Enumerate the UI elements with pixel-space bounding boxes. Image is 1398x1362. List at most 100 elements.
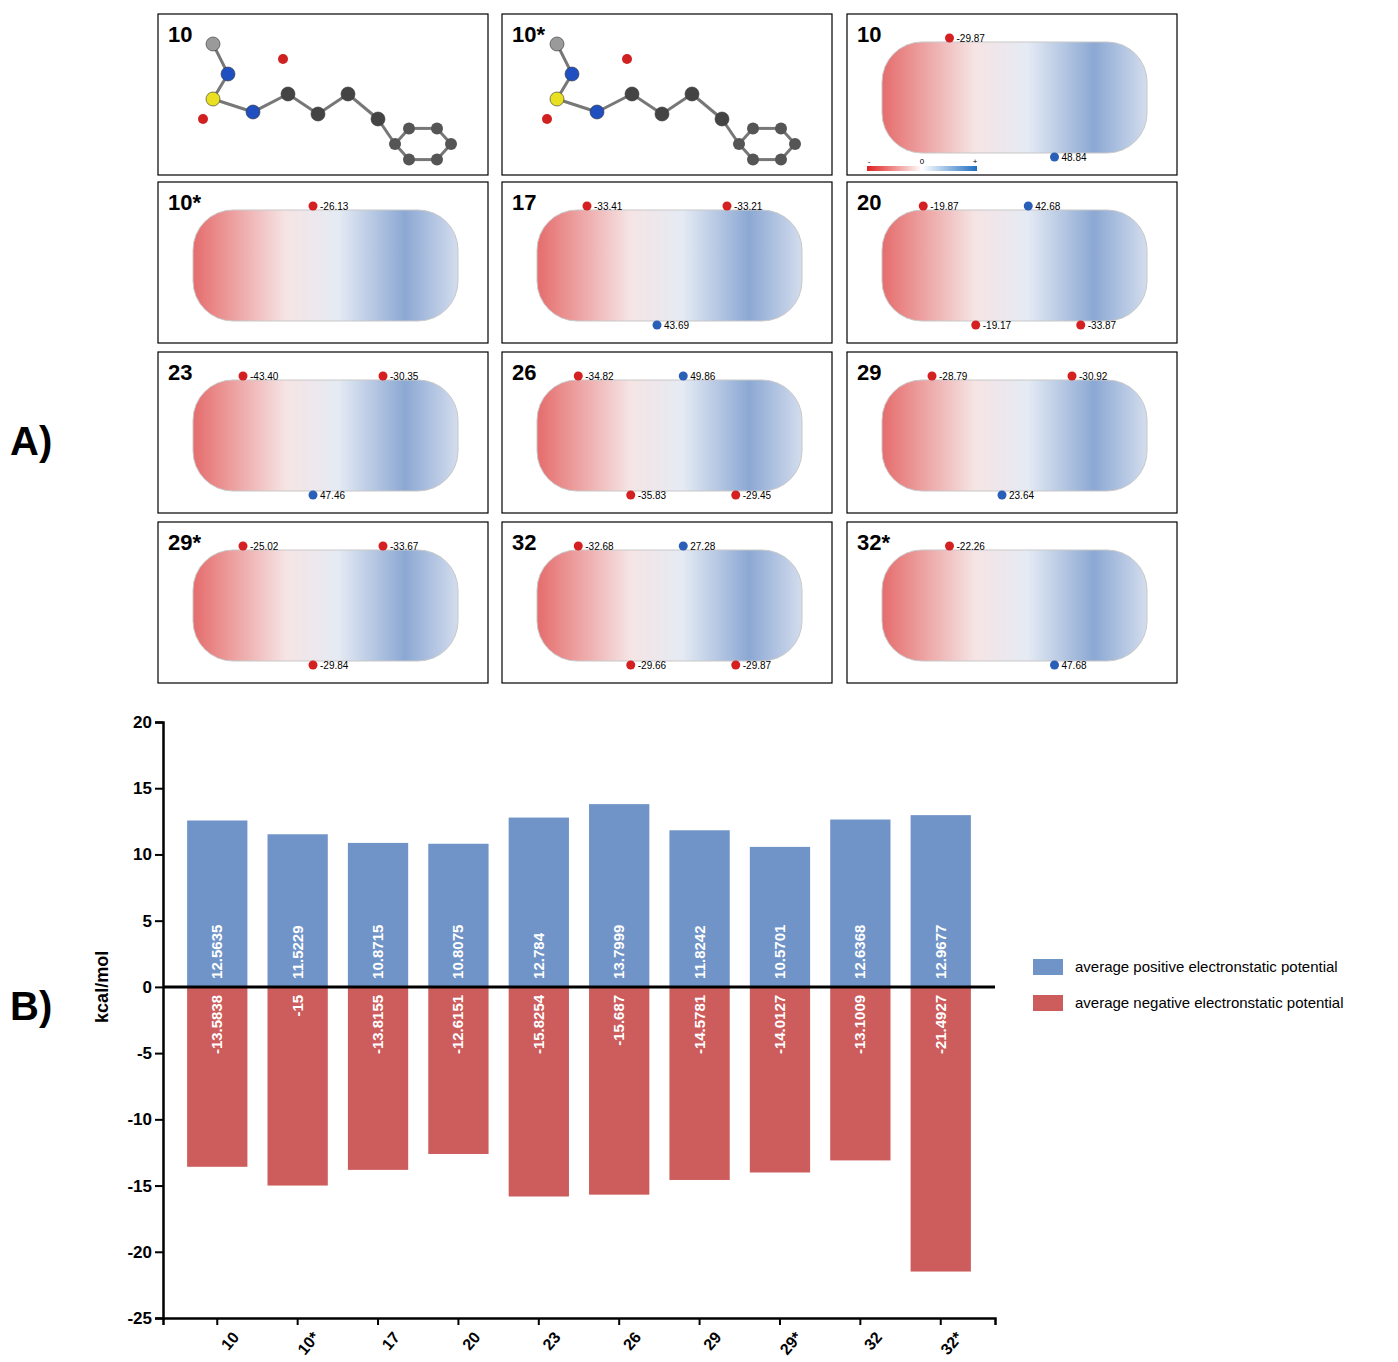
esp-surface — [193, 550, 458, 661]
esp-value: -29.87 — [743, 660, 772, 671]
panel-label: 10* — [512, 22, 545, 47]
data-label: -13.8155 — [369, 995, 386, 1054]
atom — [622, 54, 632, 64]
panel-letter: A) — [10, 419, 52, 463]
esp-value: 47.68 — [1062, 660, 1087, 671]
x-tick-mark — [618, 1318, 620, 1325]
x-tick-mark — [779, 1318, 781, 1325]
x-tick-label: 23 — [539, 1329, 564, 1354]
panel-frame — [847, 522, 1177, 683]
y-tick-mark — [155, 854, 163, 856]
y-tick-label: -10 — [127, 1110, 152, 1129]
y-tick: 5 — [143, 912, 163, 931]
esp-extremum — [945, 542, 954, 551]
data-label: 10.5701 — [771, 925, 788, 979]
y-tick: -10 — [127, 1110, 163, 1129]
data-label: 12.5635 — [208, 925, 225, 979]
atom — [206, 92, 220, 106]
esp-value: -33.21 — [734, 201, 763, 212]
atom — [389, 138, 401, 150]
panel: -19.87-19.1742.68-33.8720 — [847, 182, 1177, 343]
x-axis: 1010*172023262929*3232* — [164, 1318, 996, 1358]
esp-colorbar-label: 0 — [920, 157, 925, 166]
atom — [198, 114, 208, 124]
y-tick: -25 — [127, 1309, 163, 1328]
esp-extremum — [1024, 202, 1033, 211]
y-tick: 15 — [133, 779, 163, 798]
x-tick: 10* — [294, 1318, 323, 1358]
bar — [750, 847, 810, 987]
panel: 10 — [158, 14, 488, 175]
x-tick-label: 26 — [620, 1329, 645, 1354]
data-label: 11.8242 — [691, 925, 708, 978]
x-tick-label: 29* — [776, 1328, 805, 1358]
atom — [311, 107, 325, 121]
atom — [789, 138, 801, 150]
data-label: -14.5781 — [691, 995, 708, 1054]
esp-extremum — [574, 372, 583, 381]
esp-value: 48.84 — [1062, 152, 1087, 163]
panel-label: 10 — [857, 22, 881, 47]
bar — [428, 987, 488, 1154]
y-tick: -20 — [127, 1243, 163, 1262]
esp-value: -26.13 — [320, 201, 349, 212]
bar — [268, 834, 328, 987]
esp-value: -35.83 — [638, 490, 667, 501]
x-tick-mark — [457, 1318, 459, 1325]
data-label: 12.9677 — [932, 925, 949, 979]
bar — [428, 844, 488, 987]
panel-label: 32 — [512, 530, 536, 555]
data-label: -15.8254 — [530, 994, 547, 1054]
y-tick: -15 — [127, 1176, 163, 1195]
data-label: -14.0127 — [771, 995, 788, 1054]
panel-letter: B) — [10, 984, 52, 1028]
esp-extremum — [626, 491, 635, 500]
esp-value: 49.86 — [690, 371, 715, 382]
y-tick: -5 — [137, 1044, 163, 1063]
panel: -28.7923.64-30.9229 — [847, 352, 1177, 513]
x-tick: 32* — [937, 1318, 966, 1358]
x-tick-mark — [377, 1318, 379, 1325]
data-label: -13.1009 — [851, 995, 868, 1054]
esp-extremum — [1076, 321, 1085, 330]
atom — [221, 67, 235, 81]
legend-swatch — [1033, 995, 1063, 1011]
atom — [747, 122, 759, 134]
atom — [715, 112, 729, 126]
esp-value: -29.84 — [320, 660, 349, 671]
atom — [565, 67, 579, 81]
bar — [589, 804, 649, 987]
bar — [348, 987, 408, 1170]
legend-label: average positive electronstatic potentia… — [1075, 958, 1338, 975]
x-tick: 23 — [539, 1318, 564, 1353]
esp-extremum — [1050, 661, 1059, 670]
panel-frame — [158, 522, 488, 683]
y-axis: -25-20-15-10-505101520 — [127, 713, 163, 1328]
atom — [403, 122, 415, 134]
y-tick: 0 — [143, 978, 163, 997]
esp-extremum — [626, 661, 635, 670]
y-tick-label: 15 — [133, 779, 152, 798]
x-tick: 20 — [458, 1318, 483, 1353]
atom — [747, 154, 759, 166]
panel: -22.2647.6832* — [847, 522, 1177, 683]
atom — [550, 92, 564, 106]
panel-label: 32* — [857, 530, 890, 555]
x-tick: 17 — [378, 1318, 403, 1353]
esp-value: -33.41 — [594, 201, 623, 212]
data-label: 10.8715 — [369, 925, 386, 979]
bar — [509, 987, 569, 1197]
atom — [278, 54, 288, 64]
x-tick-label: 17 — [379, 1329, 404, 1354]
x-tick-mark — [538, 1318, 540, 1325]
esp-extremum — [309, 661, 318, 670]
esp-extremum — [309, 491, 318, 500]
x-tick: 29 — [700, 1318, 725, 1353]
panel-frame — [158, 182, 488, 343]
atom — [655, 107, 669, 121]
data-label: -15 — [289, 995, 306, 1017]
esp-extremum — [731, 491, 740, 500]
panel-frame — [158, 14, 488, 175]
y-tick-mark — [155, 1251, 163, 1253]
panel: -26.1310* — [158, 182, 488, 343]
